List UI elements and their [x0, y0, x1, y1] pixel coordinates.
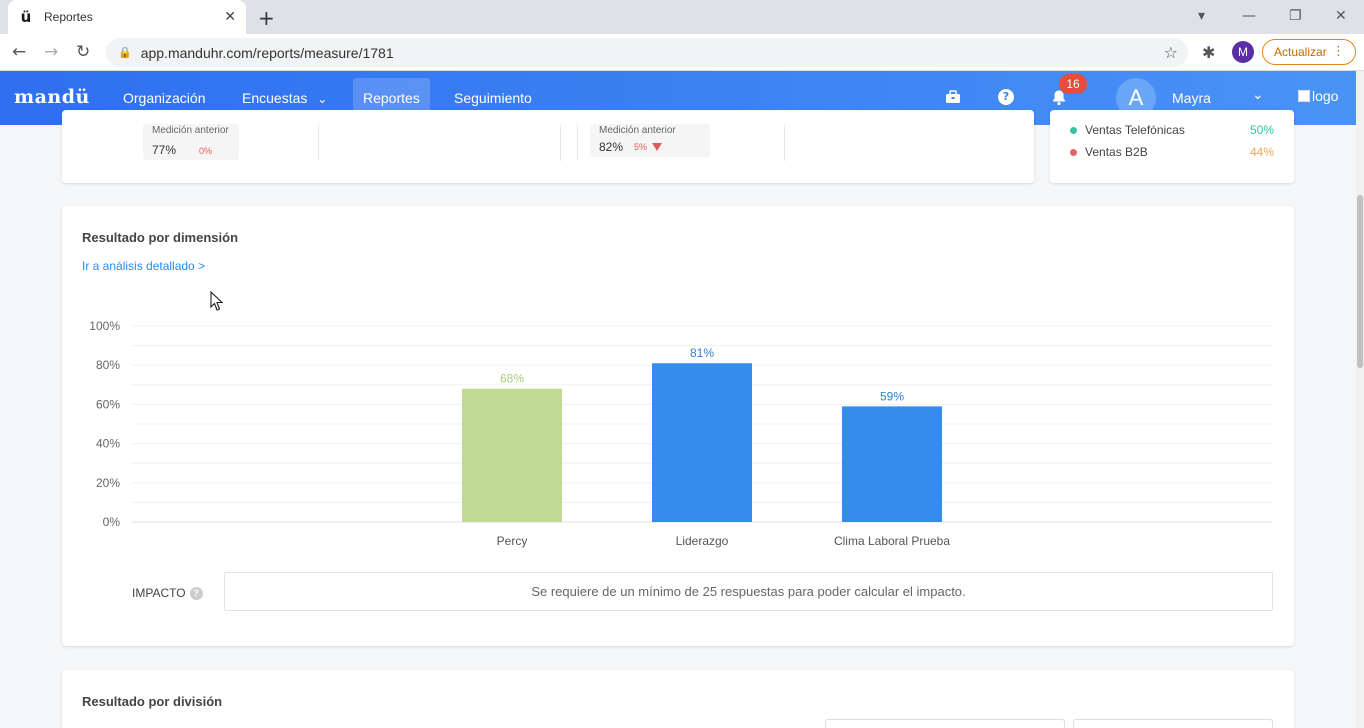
card-title: Resultado por división	[82, 694, 223, 709]
notification-badge: 16	[1059, 74, 1087, 94]
update-button-label: Actualizar	[1274, 45, 1327, 59]
divider	[784, 125, 785, 161]
previous-measure-delta: 0%	[199, 146, 213, 156]
previous-measure-label: Medición anterior	[152, 125, 229, 136]
impact-label-text: IMPACTO	[132, 586, 186, 600]
user-name[interactable]: Mayra	[1172, 90, 1211, 106]
division-filter-select[interactable]	[825, 719, 1065, 728]
previous-measure-box	[590, 124, 710, 157]
data-label: 59%	[880, 389, 904, 403]
bar-liderazgo	[652, 363, 752, 522]
previous-measure-value: 82%	[599, 140, 624, 154]
card-title: Resultado por dimensión	[82, 230, 239, 245]
dimension-bar-chart: 0% 20% 40% 60% 80% 100% 68% Percy 81% Liderazgo 59…	[89, 319, 1272, 548]
browser-toolbar: ← → ↻ 🔒 app.manduhr.com/reports/measure/…	[0, 34, 1364, 71]
nav-encuestas[interactable]: Encuestas ⌄	[232, 78, 337, 118]
impact-message-box: Se requiere de un mínimo de 25 respuesta…	[224, 572, 1273, 611]
profile-avatar[interactable]: M	[1232, 41, 1254, 63]
previous-measure-delta: 5%	[634, 142, 648, 152]
y-tick-label: 60%	[96, 397, 120, 411]
forward-icon[interactable]: →	[44, 42, 59, 62]
division-sort-select[interactable]	[1073, 719, 1273, 728]
logo-alt-text: logo	[1312, 88, 1339, 104]
x-tick-label: Liderazgo	[676, 534, 729, 548]
previous-measure-value: 77%	[152, 143, 177, 157]
legend-label: Ventas Telefónicas	[1085, 123, 1185, 137]
legend-label: Ventas B2B	[1085, 145, 1148, 159]
tab-title: Reportes	[44, 10, 93, 24]
restore-icon[interactable]: ❐	[1289, 8, 1302, 24]
back-icon[interactable]: ←	[12, 42, 27, 62]
lock-icon: 🔒	[118, 46, 132, 59]
browser-tab-bar: ü Reportes ✕ + ▾ — ❐ ✕	[0, 0, 1364, 34]
tab-search-icon[interactable]: ▾	[1198, 8, 1206, 24]
url-text: app.manduhr.com/reports/measure/1781	[140, 44, 394, 61]
page-scrollbar[interactable]	[1356, 71, 1364, 728]
close-tab-icon[interactable]: ✕	[224, 9, 236, 25]
bar-percy	[462, 388, 562, 522]
legend-item: Ventas Telefónicas 50%	[1070, 123, 1274, 137]
legend-percent: 50%	[1249, 123, 1274, 137]
legend-dot	[1070, 126, 1077, 134]
y-tick-label: 20%	[96, 476, 120, 490]
data-label: 81%	[690, 346, 714, 360]
division-results-card: Resultado por división	[62, 670, 1294, 728]
address-bar[interactable]: 🔒 app.manduhr.com/reports/measure/1781 ☆	[106, 38, 1188, 67]
y-tick-label: 80%	[96, 358, 120, 372]
detailed-analysis-link[interactable]: Ir a análisis detallado >	[82, 259, 206, 273]
browser-tab[interactable]: ü Reportes ✕	[8, 0, 246, 34]
dimension-results-card: Resultado por dimensión Ir a análisis de…	[62, 206, 1294, 646]
company-logo: logo	[1298, 88, 1338, 104]
bookmark-star-icon[interactable]: ☆	[1163, 43, 1178, 62]
legend-percent: 44%	[1249, 145, 1274, 159]
mandu-favicon-icon: ü	[20, 8, 32, 26]
decrease-arrow-icon	[652, 143, 662, 151]
x-tick-label: Clima Laboral Prueba	[834, 534, 950, 548]
divider	[318, 125, 319, 161]
broken-image-icon	[1298, 90, 1310, 102]
update-button[interactable]: Actualizar ⋮	[1262, 39, 1356, 65]
previous-measure-box	[143, 124, 239, 160]
extensions-puzzle-icon[interactable]: ✱	[1202, 43, 1216, 62]
nav-encuestas-label: Encuestas	[242, 90, 308, 106]
x-tick-label: Percy	[497, 534, 528, 548]
nav-seguimiento[interactable]: Seguimiento	[454, 90, 532, 106]
y-tick-label: 0%	[103, 515, 121, 529]
close-window-icon[interactable]: ✕	[1335, 8, 1347, 24]
bell-icon[interactable]	[1050, 89, 1068, 107]
y-tick-label: 100%	[89, 319, 120, 333]
more-menu-icon[interactable]: ⋮	[1332, 44, 1345, 59]
bar-clima-laboral-prueba	[842, 406, 942, 522]
nav-organizacion[interactable]: Organización	[123, 90, 206, 106]
help-icon[interactable]: ?	[998, 89, 1016, 107]
division-legend-card: Ventas Telefónicas 50% Ventas B2B 44%	[1050, 110, 1294, 183]
chevron-down-icon: ⌄	[317, 92, 328, 106]
divider	[577, 125, 578, 161]
legend-dot	[1070, 148, 1077, 156]
previous-measure-label: Medición anterior	[599, 125, 676, 136]
briefcase-icon[interactable]	[944, 89, 962, 107]
chevron-down-icon[interactable]: ⌄	[1252, 87, 1264, 103]
data-label: 68%	[500, 372, 524, 386]
new-tab-icon[interactable]: +	[258, 6, 275, 30]
divider	[560, 125, 561, 161]
reload-icon[interactable]: ↻	[76, 42, 91, 62]
impact-label: IMPACTO ?	[132, 586, 203, 600]
scrollbar-thumb[interactable]	[1357, 195, 1363, 368]
minimize-icon[interactable]: —	[1242, 8, 1256, 24]
mouse-cursor-icon	[210, 291, 224, 311]
legend-item: Ventas B2B 44%	[1070, 145, 1274, 159]
brand-logo[interactable]: mandü	[14, 86, 90, 108]
help-icon[interactable]: ?	[189, 586, 203, 600]
y-tick-label: 40%	[96, 437, 120, 451]
